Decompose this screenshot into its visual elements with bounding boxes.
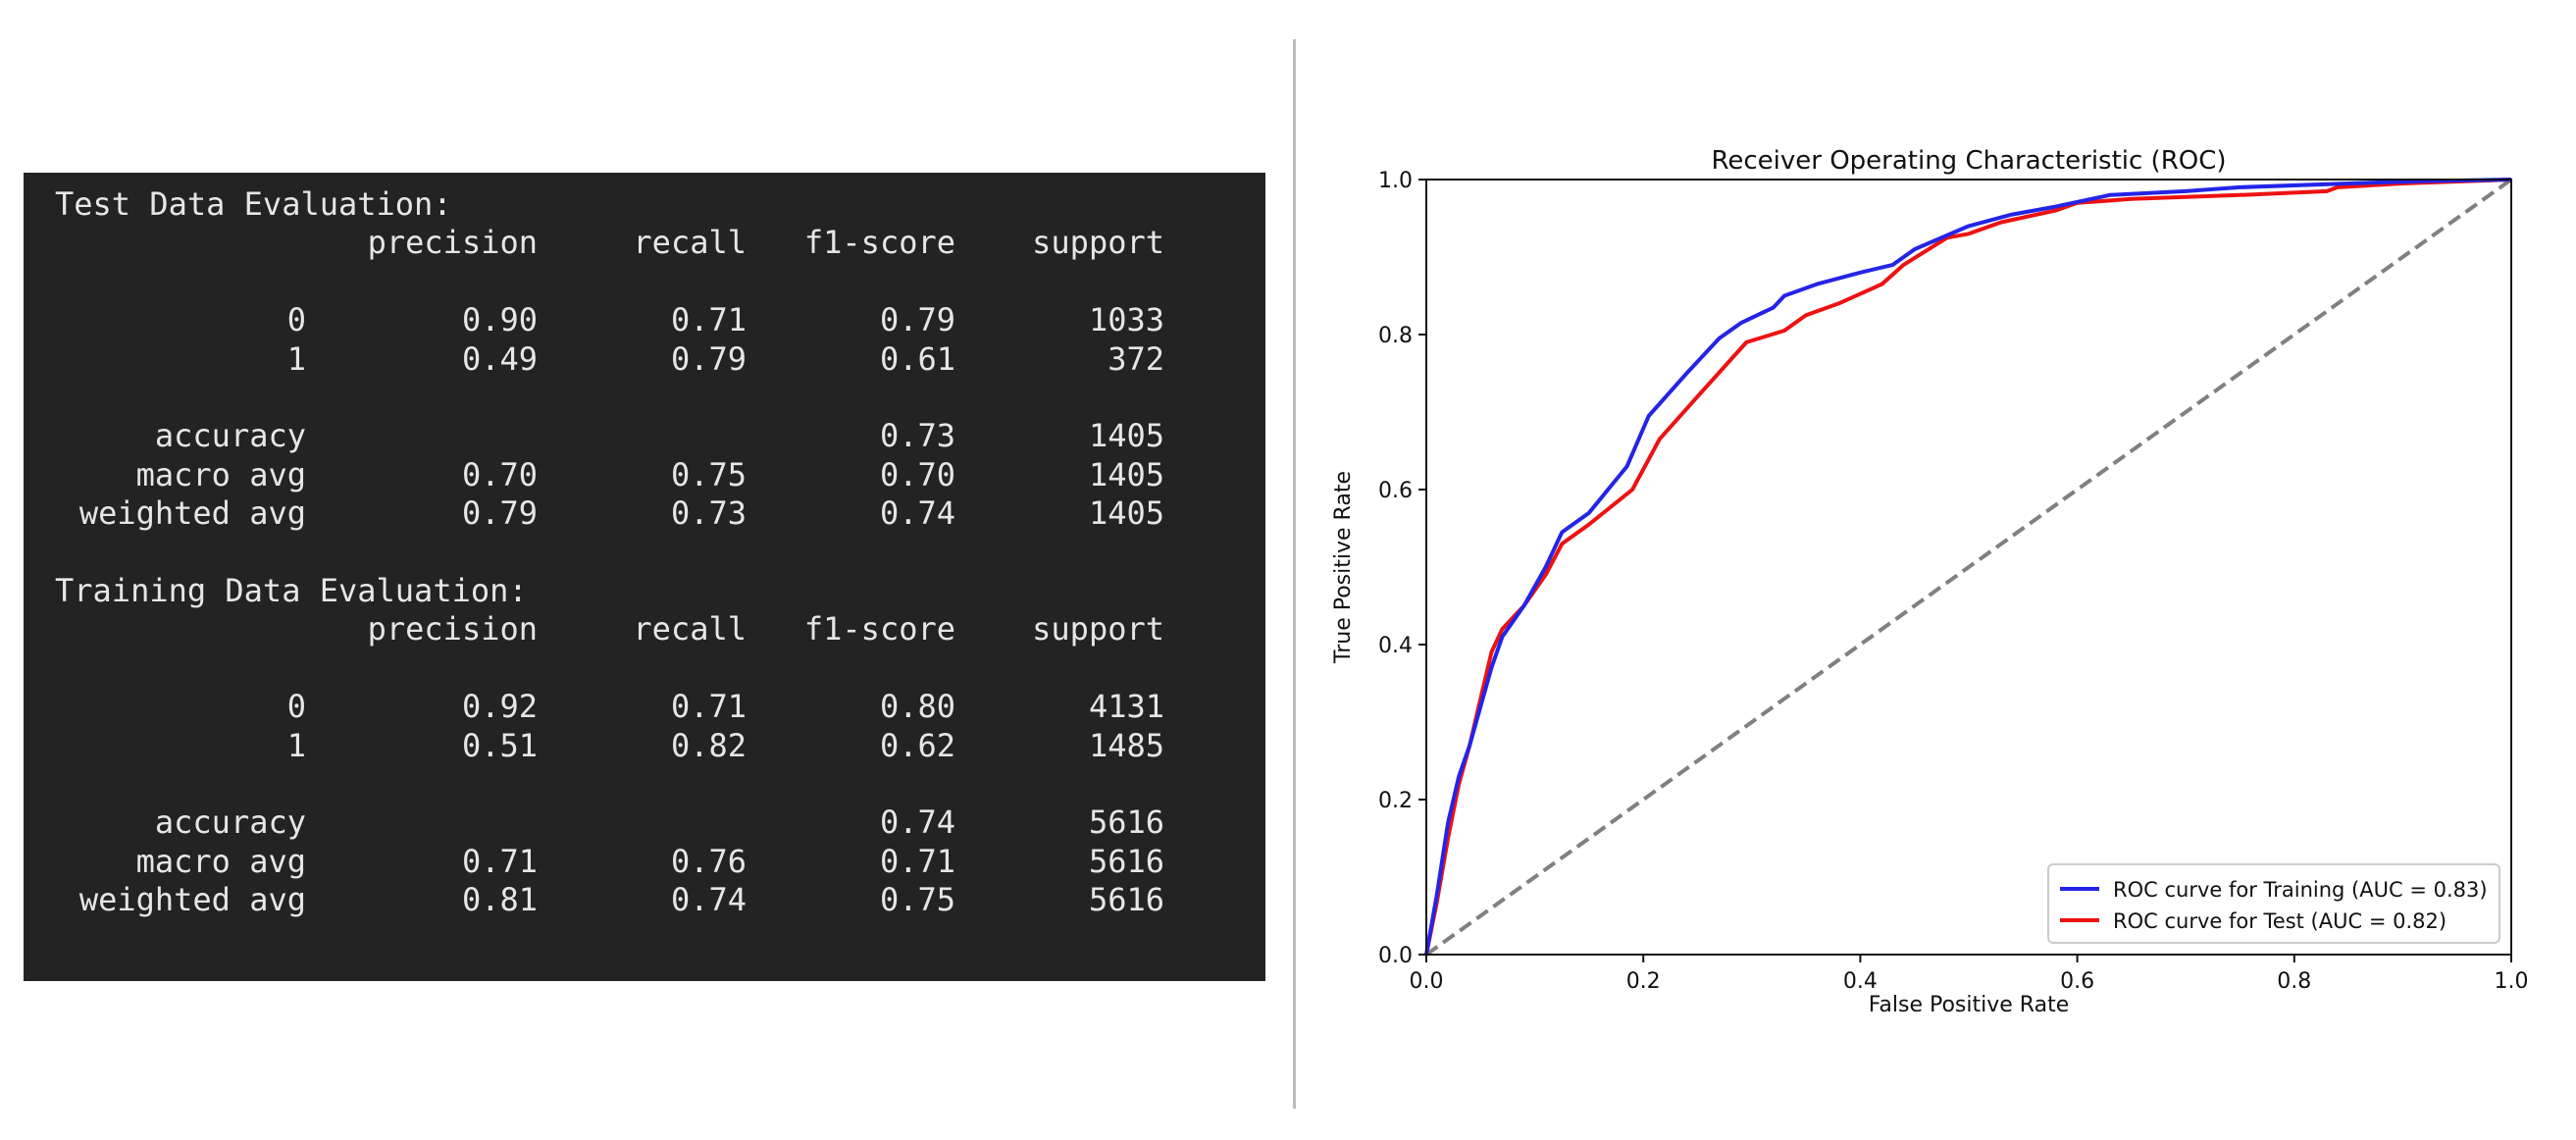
training-precision-value: 0.92 <box>461 688 538 726</box>
training-f1-value: 0.62 <box>879 726 955 764</box>
test-column-header: f1-score <box>803 224 955 262</box>
y-tick-label: 0.6 <box>1378 479 1413 503</box>
y-tick-label: 1.0 <box>1378 169 1413 193</box>
chart-title: Receiver Operating Characteristic (ROC) <box>1711 146 2226 176</box>
training-row-label: 1 <box>286 726 306 764</box>
test-row-label: weighted avg <box>78 494 306 533</box>
training-column-header: precision <box>367 610 538 648</box>
test-row-label: macro avg <box>135 455 306 493</box>
test-precision-value: 0.90 <box>461 301 538 339</box>
classification-report-panel: Test Data Evaluation: precision recall f1-s… <box>24 173 1265 981</box>
roc-chart: Receiver Operating Characteristic (ROC) … <box>1331 146 2529 1017</box>
test-heading: Test Data Evaluation: <box>55 185 452 223</box>
test-support-value: 1033 <box>1088 301 1164 339</box>
x-axis-label: False Positive Rate <box>1869 993 2069 1017</box>
y-tick-label: 0.4 <box>1378 634 1413 658</box>
training-support-value: 5616 <box>1088 803 1164 842</box>
training-recall-value: 0.76 <box>670 842 747 880</box>
x-tick-label: 0.0 <box>1410 969 1444 994</box>
test-row-label: accuracy <box>154 417 306 455</box>
training-heading: Training Data Evaluation: <box>55 572 528 609</box>
legend-box <box>2047 863 2500 944</box>
test-support-value: 1405 <box>1088 417 1164 455</box>
training-column-header: recall <box>633 610 747 648</box>
training-recall-value: 0.71 <box>670 688 747 726</box>
test-f1-value: 0.73 <box>879 417 955 455</box>
test-f1-value: 0.70 <box>879 455 955 493</box>
training-row-label: 0 <box>286 688 306 726</box>
training-f1-value: 0.80 <box>879 688 955 726</box>
test-precision-value: 0.49 <box>461 339 538 378</box>
y-tick-label: 0.0 <box>1378 944 1413 968</box>
test-column-header: support <box>1032 224 1164 262</box>
x-tick-label: 0.8 <box>2277 969 2311 994</box>
x-tick-label: 0.4 <box>1843 969 1878 994</box>
test-support-value: 1405 <box>1088 455 1164 493</box>
training-row-label: accuracy <box>154 803 306 842</box>
training-support-value: 5616 <box>1088 842 1164 880</box>
test-recall-value: 0.75 <box>670 455 747 493</box>
training-row-label: macro avg <box>135 842 306 880</box>
training-precision-value: 0.81 <box>461 881 538 919</box>
x-tick-label: 0.6 <box>2060 969 2094 994</box>
test-f1-value: 0.74 <box>879 494 955 533</box>
training-recall-value: 0.74 <box>670 881 747 919</box>
training-roc-line <box>1424 178 2512 956</box>
x-tick-label: 0.2 <box>1626 969 1661 994</box>
test-roc-line <box>1424 178 2512 956</box>
legend-label: ROC curve for Test (AUC = 0.82) <box>2113 909 2447 933</box>
test-column-header: precision <box>367 224 538 262</box>
training-support-value: 1485 <box>1088 726 1164 764</box>
test-precision-value: 0.70 <box>461 455 538 493</box>
test-precision-value: 0.79 <box>461 494 538 533</box>
training-f1-value: 0.75 <box>879 881 955 919</box>
test-row-label: 0 <box>286 301 306 339</box>
test-f1-value: 0.79 <box>879 301 955 339</box>
legend-label: ROC curve for Training (AUC = 0.83) <box>2113 878 2488 902</box>
training-column-header: f1-score <box>803 610 955 648</box>
training-support-value: 4131 <box>1088 688 1164 726</box>
test-recall-value: 0.71 <box>670 301 747 339</box>
training-recall-value: 0.82 <box>670 726 747 764</box>
training-f1-value: 0.71 <box>879 842 955 880</box>
diagonal-reference-line <box>1424 178 2513 957</box>
test-row-label: 1 <box>286 339 306 378</box>
test-recall-value: 0.79 <box>670 339 747 378</box>
training-f1-value: 0.74 <box>879 803 955 842</box>
training-column-header: support <box>1032 610 1164 648</box>
panel-divider <box>1293 39 1296 1109</box>
training-support-value: 5616 <box>1088 881 1164 919</box>
test-recall-value: 0.73 <box>670 494 747 533</box>
y-tick-label: 0.2 <box>1378 789 1413 813</box>
test-support-value: 1405 <box>1088 494 1164 533</box>
x-tick-label: 1.0 <box>2495 969 2529 994</box>
training-precision-value: 0.51 <box>461 726 538 764</box>
test-support-value: 372 <box>1108 339 1164 378</box>
plot-frame <box>1425 179 2512 956</box>
y-axis-label: True Positive Rate <box>1331 471 1356 664</box>
training-row-label: weighted avg <box>78 881 306 919</box>
training-precision-value: 0.71 <box>461 842 538 880</box>
test-column-header: recall <box>633 224 747 262</box>
test-f1-value: 0.61 <box>879 339 955 378</box>
y-tick-label: 0.8 <box>1378 324 1413 348</box>
